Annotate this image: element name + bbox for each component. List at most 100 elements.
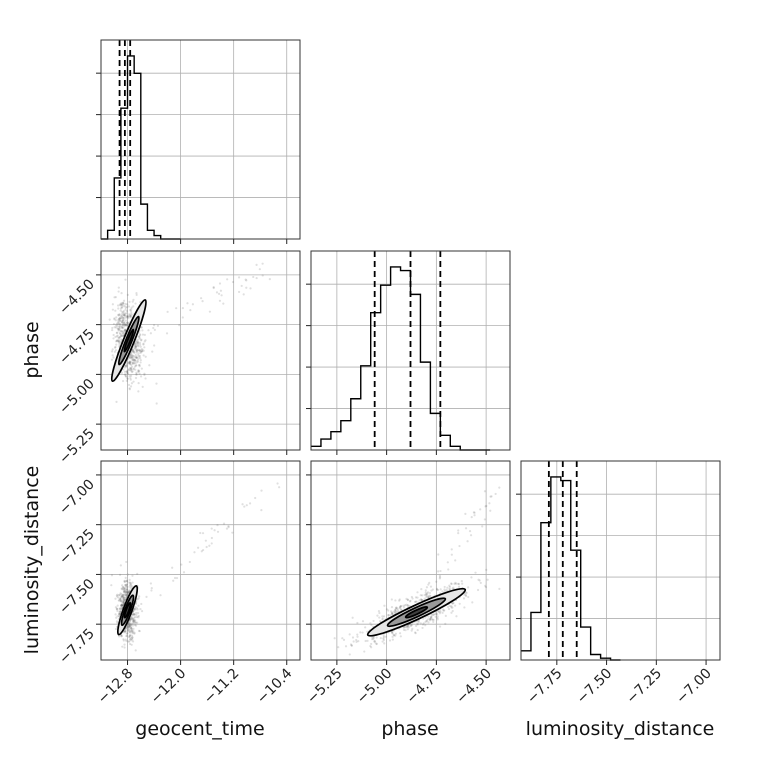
sample-point xyxy=(123,599,127,602)
sample-point xyxy=(136,615,139,619)
sample-point xyxy=(222,522,226,525)
sample-point xyxy=(137,355,141,358)
sample-point xyxy=(489,495,492,498)
contour-line-2 xyxy=(386,597,447,628)
sample-point xyxy=(120,321,124,324)
sample-point xyxy=(476,588,480,592)
sample-point xyxy=(116,615,119,618)
sample-point xyxy=(124,308,127,311)
sample-point xyxy=(126,303,129,306)
sample-point xyxy=(117,322,120,326)
sample-point xyxy=(451,609,454,613)
sample-point xyxy=(134,342,137,346)
sample-point xyxy=(450,611,453,614)
sample-point xyxy=(133,631,136,634)
scatter-group xyxy=(108,262,271,405)
sample-point xyxy=(121,323,124,326)
sample-point xyxy=(130,625,133,628)
sample-point xyxy=(398,598,401,601)
sample-point xyxy=(128,589,131,592)
sample-point xyxy=(117,612,121,616)
sample-point xyxy=(115,324,118,327)
sample-point xyxy=(457,582,461,586)
sample-point xyxy=(123,631,126,634)
sample-point xyxy=(132,368,135,371)
sample-point xyxy=(409,599,412,602)
sample-point xyxy=(382,634,385,638)
sample-point xyxy=(152,326,155,330)
sample-point xyxy=(123,590,126,593)
sample-point xyxy=(470,516,473,519)
sample-point xyxy=(200,297,203,300)
sample-point xyxy=(118,336,121,339)
sample-point xyxy=(468,530,472,533)
sample-point xyxy=(129,630,132,633)
sample-point xyxy=(136,360,139,363)
sample-point xyxy=(120,604,124,608)
sample-point xyxy=(132,358,135,361)
sample-point xyxy=(119,309,122,312)
sample-point xyxy=(126,371,129,375)
sample-point xyxy=(427,621,430,624)
sample-point xyxy=(135,621,138,624)
sample-point xyxy=(245,504,248,507)
sample-point xyxy=(356,621,359,625)
sample-point xyxy=(117,328,120,331)
sample-point xyxy=(125,634,128,638)
sample-point xyxy=(128,361,132,364)
sample-point xyxy=(469,534,473,537)
sample-point xyxy=(115,400,118,403)
sample-point xyxy=(121,321,124,325)
sample-point xyxy=(278,486,281,489)
sample-point xyxy=(116,604,119,607)
sample-point xyxy=(260,509,263,512)
sample-point xyxy=(150,586,153,590)
sample-point xyxy=(425,593,428,596)
sample-point xyxy=(124,316,128,319)
sample-point xyxy=(126,626,129,629)
sample-point xyxy=(128,367,132,370)
sample-point xyxy=(117,593,121,597)
sample-point xyxy=(134,345,137,348)
sample-point xyxy=(426,618,430,621)
sample-point xyxy=(133,619,136,622)
sample-point xyxy=(129,378,132,381)
sample-point xyxy=(135,292,138,295)
sample-point xyxy=(130,353,133,357)
sample-point xyxy=(141,349,144,353)
sample-point xyxy=(438,574,442,577)
sample-point xyxy=(231,531,234,534)
sample-point xyxy=(447,607,451,611)
sample-point xyxy=(120,604,123,607)
sample-point xyxy=(128,360,132,364)
sample-point xyxy=(446,561,449,564)
sample-point xyxy=(133,355,136,358)
sample-point xyxy=(127,590,130,593)
sample-point xyxy=(134,605,137,609)
sample-point xyxy=(127,629,130,632)
sample-point xyxy=(139,608,142,611)
sample-point xyxy=(395,606,398,610)
sample-point xyxy=(123,646,126,649)
sample-point xyxy=(137,616,140,619)
sample-point xyxy=(131,358,134,362)
sample-point xyxy=(126,580,129,583)
sample-point xyxy=(137,614,140,618)
sample-point xyxy=(135,349,138,352)
sample-point xyxy=(122,302,125,305)
sample-point xyxy=(135,372,138,376)
sample-point xyxy=(131,361,134,364)
sample-point xyxy=(485,504,488,508)
sample-point xyxy=(116,593,119,596)
sample-point xyxy=(124,312,127,315)
sample-point xyxy=(126,305,129,309)
sample-point xyxy=(451,602,454,605)
sample-point xyxy=(133,362,136,365)
sample-point xyxy=(117,318,120,321)
sample-point xyxy=(122,319,125,322)
sample-point xyxy=(122,587,125,590)
sample-point xyxy=(116,339,119,342)
sample-point xyxy=(141,385,144,388)
sample-point xyxy=(445,588,448,591)
sample-point xyxy=(117,321,120,324)
